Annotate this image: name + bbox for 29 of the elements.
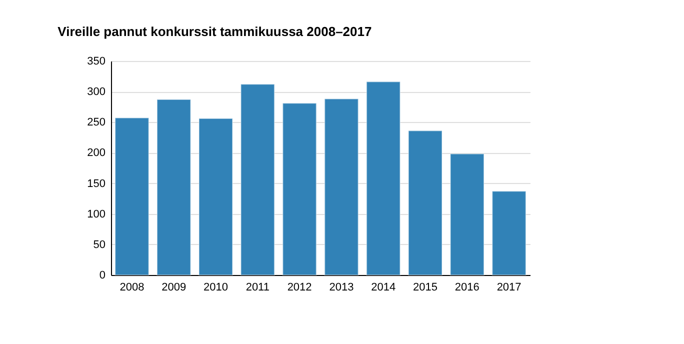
bar: [198, 118, 234, 276]
x-tick-label: 2011: [246, 282, 270, 294]
x-tick-label: 2015: [413, 282, 438, 294]
x-tick-label: 2013: [329, 282, 354, 294]
y-tick-label: 200: [87, 147, 106, 160]
bar: [324, 98, 359, 276]
x-tick-label: 2009: [162, 282, 186, 294]
y-tick-label: 50: [93, 238, 106, 251]
y-tick-label: 150: [87, 178, 106, 190]
bar: [282, 102, 317, 276]
y-tick-label: 300: [87, 86, 106, 98]
chart-title: Vireille pannut konkurssit tammikuussa 2008–2017: [58, 24, 372, 39]
bar: [156, 99, 192, 276]
y-tick-label: 350: [87, 56, 106, 68]
bar: [366, 81, 401, 276]
y-tick-label: 100: [87, 208, 106, 220]
bar: [240, 84, 275, 276]
x-tick-label: 2016: [454, 282, 480, 294]
y-tick-label: 0: [99, 270, 106, 282]
bar: [492, 190, 526, 276]
y-tick-label: 250: [87, 116, 106, 129]
x-tick-label: 2008: [120, 282, 144, 294]
bar: [408, 130, 443, 276]
bar: [114, 117, 150, 276]
bar: [450, 153, 484, 276]
x-tick-label: 2010: [204, 282, 228, 294]
x-tick-label: 2017: [496, 282, 522, 294]
x-tick-label: 2014: [371, 282, 396, 294]
x-tick-label: 2012: [287, 282, 312, 294]
